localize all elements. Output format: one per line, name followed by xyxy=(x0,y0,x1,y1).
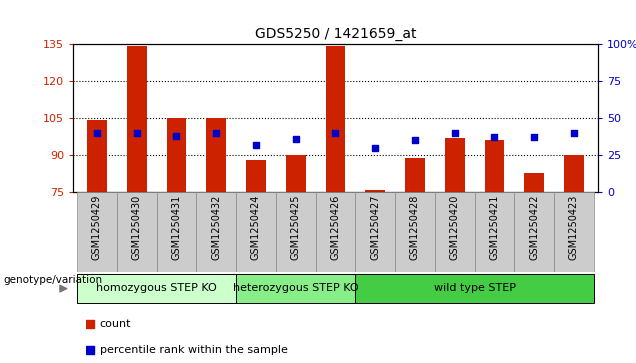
Bar xyxy=(156,192,197,272)
Bar xyxy=(405,158,425,192)
Text: GSM1250426: GSM1250426 xyxy=(331,195,340,260)
Bar xyxy=(167,118,186,192)
Bar xyxy=(485,140,504,192)
Text: GSM1250432: GSM1250432 xyxy=(211,195,221,260)
Text: percentile rank within the sample: percentile rank within the sample xyxy=(100,345,287,355)
Bar xyxy=(276,192,315,272)
Point xyxy=(92,130,102,136)
Point xyxy=(291,136,301,142)
Bar xyxy=(435,192,474,272)
Text: count: count xyxy=(100,319,132,329)
Text: GSM1250421: GSM1250421 xyxy=(490,195,499,260)
Bar xyxy=(564,155,584,192)
Bar xyxy=(286,155,306,192)
Text: genotype/variation: genotype/variation xyxy=(4,276,103,285)
Bar xyxy=(236,274,356,303)
Text: GSM1250422: GSM1250422 xyxy=(529,195,539,260)
Point xyxy=(569,130,579,136)
Point xyxy=(294,11,304,17)
Text: GSM1250430: GSM1250430 xyxy=(132,195,142,260)
Point xyxy=(132,130,142,136)
Bar xyxy=(246,160,266,192)
Text: GSM1250420: GSM1250420 xyxy=(450,195,460,260)
Bar xyxy=(87,121,107,192)
Point xyxy=(490,134,500,140)
Text: GSM1250428: GSM1250428 xyxy=(410,195,420,260)
Text: wild type STEP: wild type STEP xyxy=(434,283,516,293)
Bar xyxy=(236,192,276,272)
Point xyxy=(171,133,182,139)
Bar xyxy=(206,118,226,192)
Point xyxy=(529,134,539,140)
Text: GSM1250423: GSM1250423 xyxy=(569,195,579,260)
Text: GSM1250431: GSM1250431 xyxy=(172,195,181,260)
Bar xyxy=(77,192,117,272)
Bar xyxy=(474,192,515,272)
Text: GSM1250424: GSM1250424 xyxy=(251,195,261,260)
Title: GDS5250 / 1421659_at: GDS5250 / 1421659_at xyxy=(255,27,416,41)
Bar xyxy=(515,192,554,272)
Bar xyxy=(554,192,594,272)
Bar xyxy=(395,192,435,272)
Point xyxy=(294,247,304,253)
Bar xyxy=(117,192,156,272)
Point xyxy=(450,130,460,136)
Bar xyxy=(356,274,594,303)
Text: homozygous STEP KO: homozygous STEP KO xyxy=(96,283,217,293)
Bar xyxy=(197,192,236,272)
Bar xyxy=(326,46,345,192)
Point xyxy=(331,130,341,136)
Text: heterozygous STEP KO: heterozygous STEP KO xyxy=(233,283,359,293)
Point xyxy=(211,130,221,136)
Point xyxy=(251,142,261,148)
Point xyxy=(410,138,420,143)
Point xyxy=(370,145,380,151)
Text: GSM1250425: GSM1250425 xyxy=(291,195,301,260)
Text: GSM1250427: GSM1250427 xyxy=(370,195,380,260)
Bar xyxy=(127,46,147,192)
Bar xyxy=(77,274,236,303)
Bar xyxy=(365,190,385,192)
Bar xyxy=(315,192,356,272)
Bar xyxy=(356,192,395,272)
Bar xyxy=(524,172,544,192)
Text: GSM1250429: GSM1250429 xyxy=(92,195,102,260)
Bar xyxy=(445,138,465,192)
